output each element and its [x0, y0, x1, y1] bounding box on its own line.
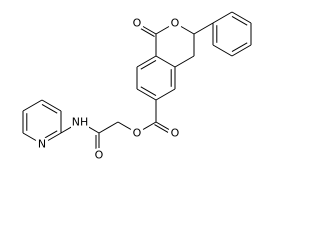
label-mask — [92, 148, 106, 162]
bond — [140, 86, 157, 97]
atom-label: O — [171, 17, 180, 30]
bond — [155, 88, 176, 101]
bond — [231, 42, 248, 53]
bond — [140, 59, 157, 70]
bond — [41, 99, 62, 112]
molecule-diagram: O O O O O NH N — [22, 11, 252, 162]
atom-label: O — [133, 17, 142, 30]
atom-label: O — [133, 127, 142, 140]
atom-labels: O O O O O NH N — [35, 16, 182, 162]
bond — [98, 121, 119, 134]
bond — [155, 55, 176, 68]
label-mask — [71, 115, 89, 129]
label-mask — [130, 16, 144, 30]
bonds — [22, 11, 252, 155]
bond — [136, 88, 157, 101]
bond — [174, 55, 195, 68]
bond — [22, 99, 43, 112]
label-mask — [168, 126, 182, 140]
bond — [231, 44, 252, 57]
bond — [41, 103, 58, 114]
label-mask — [130, 126, 144, 140]
bond — [231, 11, 252, 24]
atom-label: O — [171, 127, 180, 140]
atom-label: N — [38, 138, 46, 151]
bond — [136, 55, 157, 68]
bond — [212, 11, 233, 24]
label-mask — [35, 137, 49, 151]
page: O O O O O NH N (() => { const data = JSO… — [22, 11, 252, 162]
bond — [193, 22, 214, 35]
bond — [212, 44, 233, 57]
atom-label: O — [95, 149, 104, 162]
atom-label: NH — [72, 116, 89, 129]
bond — [231, 15, 248, 26]
label-mask — [168, 16, 182, 30]
